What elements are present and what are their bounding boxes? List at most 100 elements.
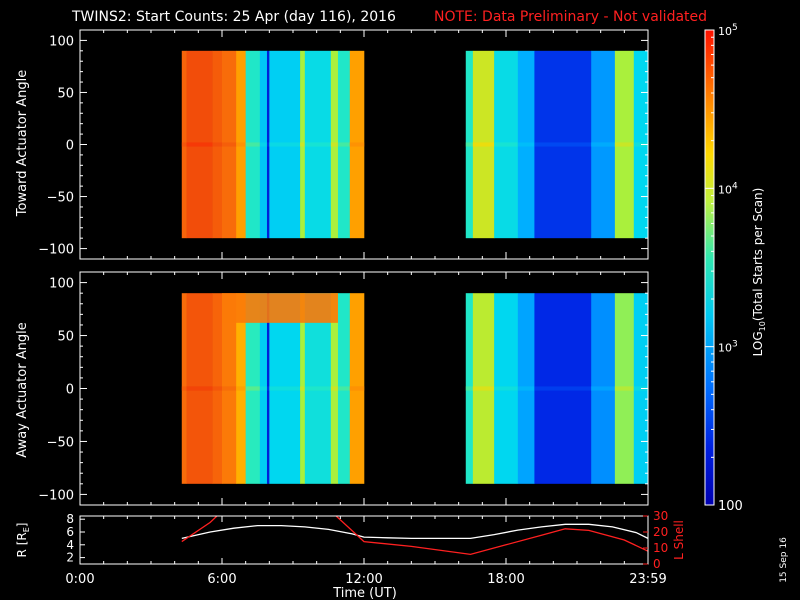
y-tick-label: −50 [47, 435, 74, 450]
heatmap-cell [266, 142, 270, 147]
preliminary-note: NOTE: Data Preliminary - Not validated [434, 9, 707, 25]
y-tick-label: −100 [38, 488, 74, 503]
heatmap-cell [534, 386, 592, 391]
heatmap-cell [517, 142, 535, 147]
y-tick-label: 0 [66, 139, 74, 154]
colorbar-tick-label: 105 [718, 23, 738, 38]
heatmap-cell [245, 386, 261, 391]
heatmap-cell [186, 386, 213, 391]
heatmap-cell [591, 142, 616, 147]
y-tick-label: −50 [47, 191, 74, 206]
heatmap-cell [330, 142, 339, 147]
orbit-ylabel-close: ] [15, 523, 29, 528]
x-tick-label: 12:00 [345, 572, 382, 587]
colorbar-label-rest: (Total Starts per Scan) [751, 188, 765, 322]
colorbar-tick-base: 10 [718, 25, 732, 38]
heatmap-cell [614, 386, 635, 391]
heatmap-cell [236, 386, 246, 391]
heatmap-cell [591, 386, 616, 391]
heatmap-cell [534, 142, 592, 147]
colorbar-tick-base: 100 [718, 499, 743, 514]
x-tick-label: 6:00 [207, 572, 236, 587]
orbit-ylabel-sub: E [22, 527, 31, 532]
y-tick-label: 50 [57, 330, 74, 345]
y-tick-label: 50 [57, 86, 74, 101]
toward-ylabel: Toward Actuator Angle [15, 70, 30, 217]
colorbar-tick-base: 10 [718, 342, 732, 355]
heatmap-cell [517, 386, 535, 391]
heatmap-cell [300, 386, 306, 391]
colorbar-label-log: LOG [751, 331, 765, 356]
y2-tick-label: 0 [653, 557, 661, 571]
colorbar-gradient [705, 30, 714, 505]
x-tick-label: 23:59 [629, 572, 666, 587]
colorbar-label-sub: 10 [758, 321, 767, 331]
y-tick-label: 4 [66, 538, 74, 552]
y2-tick-label: 30 [653, 509, 668, 523]
y-tick-label: 8 [66, 512, 74, 526]
toward-panel: 100 50 0 −50 −100 [38, 29, 649, 260]
heatmap-cell [236, 142, 246, 147]
heatmap-cell [304, 142, 332, 147]
heatmap-cell [181, 386, 187, 391]
heatmap-cell [259, 386, 268, 391]
y-tick-label: −100 [38, 243, 74, 258]
heatmap-cell [269, 142, 301, 147]
heatmap-cell [222, 293, 338, 323]
heatmap-cell [349, 142, 365, 147]
colorbar-tick-exponent: 5 [732, 23, 738, 33]
orbit-ylabel: R [RE] [15, 523, 31, 558]
panel-frame [79, 515, 649, 565]
orbit-y2label: L Shell [672, 520, 686, 560]
heatmap-cell [186, 142, 213, 147]
away-panel: 100 50 0 −50 −100 [38, 271, 649, 506]
time-xlabel: Time (UT) [332, 586, 397, 600]
heatmap-cell [472, 386, 495, 391]
plot-title: TWINS2: Start Counts: 25 Apr (day 116), … [71, 9, 396, 25]
heatmap-cell [245, 142, 261, 147]
colorbar-label: LOG10(Total Starts per Scan) [751, 188, 767, 357]
heatmap-cell [266, 386, 270, 391]
heatmap-cell [212, 386, 223, 391]
heatmap-cell [222, 142, 237, 147]
colorbar-tick-label: 100 [718, 499, 743, 514]
heatmap-cell [494, 142, 519, 147]
heatmap-cell [465, 142, 474, 147]
heatmap-cell [259, 142, 268, 147]
x-tick-label: 18:00 [487, 572, 524, 587]
y-tick-label: 100 [49, 34, 74, 49]
y2-tick-label: 20 [653, 525, 668, 539]
heatmap-cell [614, 142, 635, 147]
heatmap-cell [349, 386, 365, 391]
heatmap-cell [337, 142, 351, 147]
heatmap-cell [269, 386, 301, 391]
heatmap-cell [212, 142, 223, 147]
y-tick-label: 100 [49, 277, 74, 292]
colorbar-tick-label: 104 [718, 181, 738, 196]
lshell-series-line [181, 516, 648, 556]
heatmap-cell [300, 142, 306, 147]
colorbar-tick-exponent: 3 [732, 340, 738, 350]
orbit-ylabel-main: R [R [15, 532, 29, 557]
date-stamp: 15 Sep 16 [779, 537, 789, 583]
colorbar-tick-base: 10 [718, 183, 732, 196]
colorbar-tick-exponent: 4 [732, 181, 738, 191]
heatmap-cell [330, 386, 339, 391]
r-series-line [181, 523, 648, 540]
x-tick-label: 0:00 [65, 572, 94, 587]
y-tick-label: 0 [66, 383, 74, 398]
heatmap-cell [465, 386, 474, 391]
heatmap-cell [304, 386, 332, 391]
heatmap-cell [222, 386, 237, 391]
heatmap-cell [494, 386, 519, 391]
heatmap-cell [472, 142, 495, 147]
heatmap-cell [337, 386, 351, 391]
y2-tick-label: 10 [653, 541, 668, 555]
away-ylabel: Away Actuator Angle [15, 322, 30, 457]
heatmap-cell [181, 142, 187, 147]
y-tick-label: 2 [66, 551, 74, 565]
y-tick-label: 6 [66, 525, 74, 539]
